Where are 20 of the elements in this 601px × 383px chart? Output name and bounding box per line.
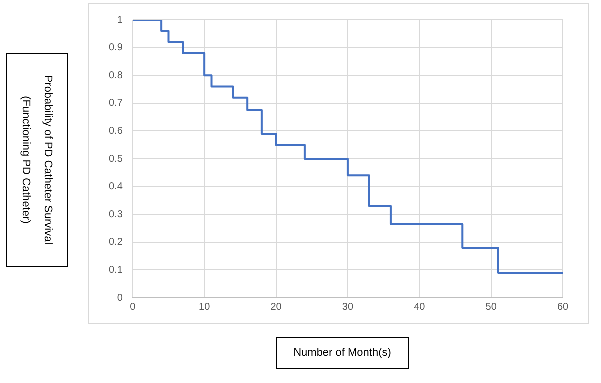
y-axis-title: Probability of PD Catheter Survival (Functioning PD Catheter) <box>19 74 55 247</box>
x-tick-label: 10 <box>199 302 211 313</box>
y-tick-label: 0.8 <box>108 70 124 82</box>
x-tick-label: 60 <box>557 302 569 313</box>
x-tick-label: 50 <box>486 302 498 313</box>
x-axis-title: Number of Month(s) <box>276 337 409 369</box>
y-tick-label: 0.2 <box>108 237 124 248</box>
x-tick-label: 20 <box>270 302 282 313</box>
y-tick-label: 0.3 <box>108 209 124 220</box>
y-tick-label: 1 <box>117 14 124 26</box>
x-tick-label: 0 <box>130 302 136 313</box>
y-tick-label: 0.1 <box>108 264 124 276</box>
y-tick-label: 0.7 <box>108 98 124 110</box>
y-tick-label: 0.4 <box>108 182 124 193</box>
y-tick-label: 0.6 <box>108 126 124 137</box>
y-tick-label: 0.9 <box>108 42 124 54</box>
y-tick-label: 0 <box>117 292 124 304</box>
x-tick-label: 40 <box>414 302 426 313</box>
x-tick-label: 30 <box>342 302 354 313</box>
y-tick-label: 0.5 <box>108 154 124 165</box>
